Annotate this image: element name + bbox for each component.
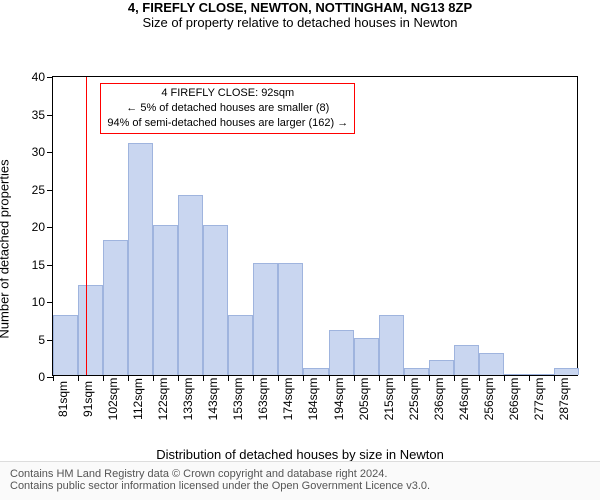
x-tick-label: 266sqm: [507, 346, 521, 421]
y-tick: [47, 190, 53, 191]
annotation-line-3: 94% of semi-detached houses are larger (…: [107, 116, 348, 131]
x-tick: [278, 375, 279, 381]
x-tick: [354, 375, 355, 381]
annotation-box: 4 FIREFLY CLOSE: 92sqm ← 5% of detached …: [100, 83, 355, 134]
x-tick-label: 81sqm: [56, 349, 70, 417]
x-tick: [153, 375, 154, 381]
y-tick-label: 30: [32, 145, 45, 159]
x-tick: [78, 375, 79, 381]
y-tick: [47, 265, 53, 266]
x-tick-label: 277sqm: [532, 346, 546, 421]
x-tick: [529, 375, 530, 381]
x-tick: [203, 375, 204, 381]
plot-area: 4 FIREFLY CLOSE: 92sqm ← 5% of detached …: [52, 76, 578, 376]
reference-line: [86, 77, 87, 375]
y-tick: [47, 77, 53, 78]
x-tick-label: 122sqm: [156, 346, 170, 421]
x-tick: [253, 375, 254, 381]
y-tick: [47, 302, 53, 303]
x-tick: [479, 375, 480, 381]
y-axis-label: Number of detached properties: [0, 159, 12, 338]
y-tick: [47, 227, 53, 228]
x-tick-label: 205sqm: [357, 346, 371, 421]
y-tick-label: 15: [32, 258, 45, 272]
x-tick-label: 215sqm: [382, 346, 396, 421]
chart-title: 4, FIREFLY CLOSE, NEWTON, NOTTINGHAM, NG…: [0, 0, 600, 15]
footer-line-1: Contains HM Land Registry data © Crown c…: [10, 468, 590, 480]
y-tick-label: 20: [32, 220, 45, 234]
x-tick-label: 287sqm: [557, 346, 571, 421]
x-tick: [178, 375, 179, 381]
x-tick-label: 112sqm: [131, 346, 145, 420]
x-tick: [454, 375, 455, 381]
x-tick-label: 246sqm: [457, 346, 471, 421]
y-tick: [47, 115, 53, 116]
annotation-line-1: 4 FIREFLY CLOSE: 92sqm: [107, 86, 348, 101]
y-tick-label: 0: [38, 370, 45, 384]
x-tick-label: 163sqm: [256, 346, 270, 421]
x-tick-label: 133sqm: [181, 346, 195, 421]
x-tick: [228, 375, 229, 381]
x-tick: [404, 375, 405, 381]
x-tick-label: 184sqm: [306, 346, 320, 421]
histogram-bar: [128, 143, 153, 376]
x-tick: [504, 375, 505, 381]
y-tick-label: 25: [32, 183, 45, 197]
x-tick-label: 256sqm: [482, 346, 496, 421]
annotation-line-2: ← 5% of detached houses are smaller (8): [107, 101, 348, 116]
chart-subtitle: Size of property relative to detached ho…: [0, 15, 600, 30]
x-tick: [128, 375, 129, 381]
x-tick: [429, 375, 430, 381]
x-tick: [379, 375, 380, 381]
attribution-footer: Contains HM Land Registry data © Crown c…: [0, 461, 600, 500]
x-tick-label: 236sqm: [432, 346, 446, 421]
x-tick-label: 102sqm: [106, 346, 120, 421]
x-tick: [103, 375, 104, 381]
x-tick: [53, 375, 54, 381]
footer-line-2: Contains public sector information licen…: [10, 480, 590, 492]
x-tick-label: 225sqm: [407, 346, 421, 421]
x-tick-label: 91sqm: [81, 349, 95, 417]
y-tick-label: 5: [38, 333, 45, 347]
x-axis-label: Distribution of detached houses by size …: [156, 447, 444, 462]
y-tick: [47, 340, 53, 341]
y-tick: [47, 152, 53, 153]
x-tick-label: 194sqm: [332, 346, 346, 421]
x-tick-label: 174sqm: [281, 346, 295, 421]
y-tick-label: 40: [32, 70, 45, 84]
chart-container: Number of detached properties Distributi…: [0, 34, 600, 464]
y-tick-label: 35: [32, 108, 45, 122]
y-tick-label: 10: [32, 295, 45, 309]
x-tick-label: 153sqm: [231, 346, 245, 421]
x-tick: [554, 375, 555, 381]
x-tick-label: 143sqm: [206, 346, 220, 421]
x-tick: [303, 375, 304, 381]
x-tick: [329, 375, 330, 381]
